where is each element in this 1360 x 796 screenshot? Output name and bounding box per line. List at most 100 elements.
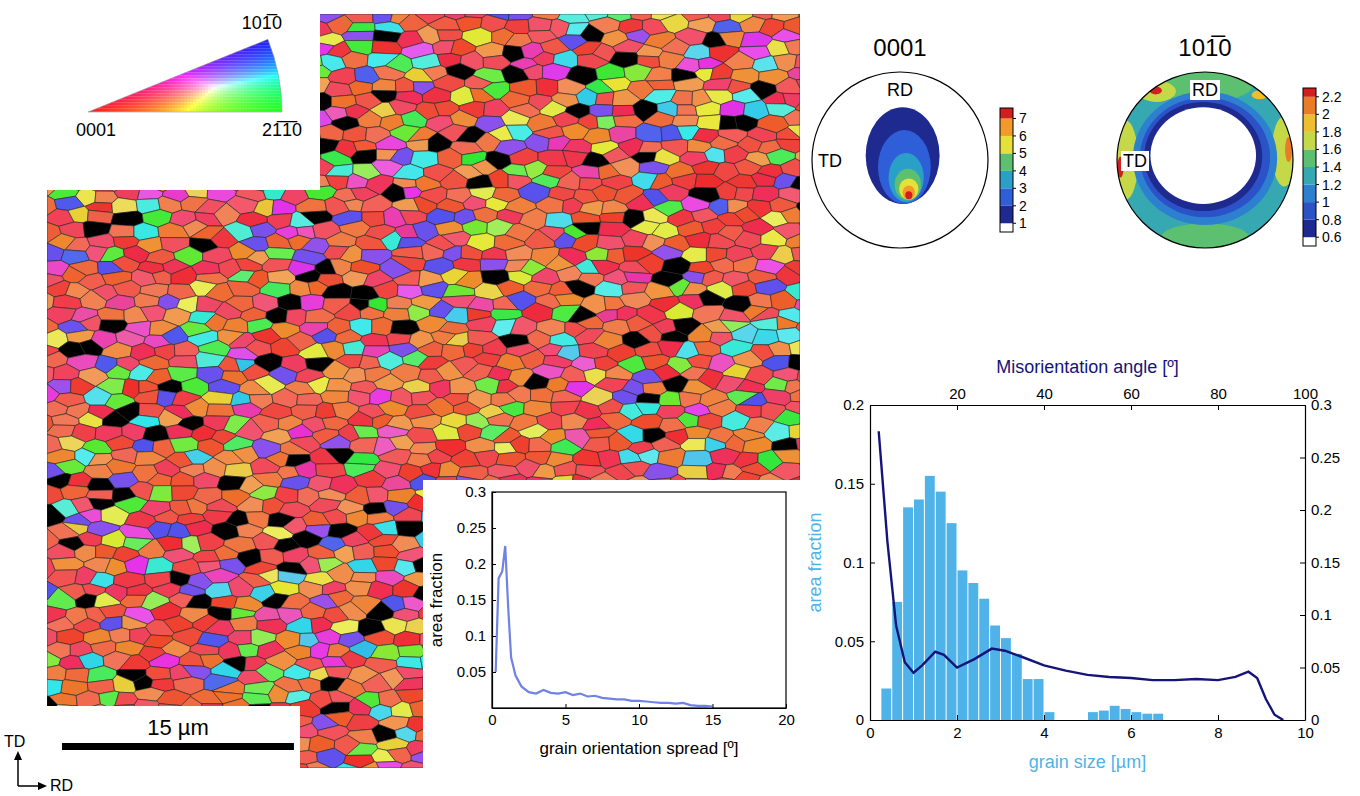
grain [773, 450, 800, 464]
grain [75, 594, 97, 609]
grain [251, 90, 285, 104]
grain [387, 296, 412, 309]
grain [712, 20, 742, 34]
grain [228, 576, 254, 597]
grain [636, 123, 662, 142]
grain [290, 280, 311, 297]
grain [258, 569, 279, 584]
grain [525, 230, 556, 250]
grain [357, 110, 382, 128]
grain [694, 342, 721, 357]
grain [229, 90, 256, 104]
grain [228, 71, 254, 92]
grain [326, 379, 352, 392]
grain [393, 631, 420, 646]
grain [206, 404, 235, 416]
grain [109, 225, 134, 238]
grain [254, 606, 280, 621]
grain [381, 475, 411, 490]
grain [187, 499, 208, 515]
grain [398, 645, 426, 658]
grain [348, 411, 373, 427]
grain [672, 115, 699, 126]
grain [361, 673, 392, 692]
grain [417, 25, 441, 45]
grain [327, 563, 355, 584]
grain [325, 164, 353, 176]
grain [360, 333, 389, 346]
grain [111, 211, 144, 226]
grain [353, 425, 379, 438]
grain [51, 414, 79, 426]
grain [638, 325, 662, 343]
grain [268, 685, 289, 703]
grain [47, 544, 75, 560]
grain [751, 173, 776, 187]
grain [119, 655, 150, 670]
grain [169, 356, 198, 369]
grain [326, 232, 357, 247]
grain [270, 581, 299, 596]
grain [488, 170, 508, 188]
grain [65, 237, 90, 251]
grain [138, 539, 166, 559]
grain [440, 170, 468, 190]
figure: 101̅0000121̅1̅015 µmTDRD051015200.050.10… [0, 0, 1360, 796]
grain [579, 343, 609, 359]
grain [345, 453, 380, 465]
grain [134, 390, 159, 404]
grain [528, 17, 552, 31]
grain [250, 458, 280, 474]
grain [80, 315, 102, 331]
grain [645, 67, 672, 81]
grain [529, 437, 552, 452]
grain [789, 424, 800, 439]
grain [278, 294, 302, 310]
grain [297, 393, 324, 405]
grain [391, 256, 426, 271]
grain [378, 401, 409, 417]
grain [554, 461, 577, 476]
grain [374, 545, 400, 558]
grain [372, 317, 393, 335]
grain [432, 424, 460, 441]
grain [796, 438, 800, 450]
grain [708, 234, 736, 249]
grain [393, 677, 423, 690]
grain [149, 486, 172, 503]
grain [687, 355, 712, 370]
grain [536, 78, 558, 97]
grain [697, 115, 721, 131]
grain [389, 435, 414, 450]
grain [602, 200, 629, 214]
grain [647, 80, 675, 90]
grain [186, 594, 212, 609]
grain [436, 361, 463, 381]
grain [685, 426, 711, 438]
grain [427, 449, 451, 464]
grain [349, 438, 377, 454]
grain [710, 63, 733, 80]
grain [211, 91, 233, 107]
grain [788, 125, 800, 138]
grain [194, 473, 221, 489]
grain [103, 410, 130, 427]
grain [373, 30, 402, 42]
grain [237, 497, 264, 513]
grain [252, 472, 283, 487]
grain [97, 307, 124, 320]
grain [272, 200, 296, 215]
grain [795, 54, 800, 67]
grain [351, 150, 377, 164]
grain [339, 602, 367, 622]
grain [106, 365, 131, 379]
grain [481, 247, 507, 259]
grain [762, 92, 786, 104]
grain [202, 79, 234, 93]
grain [572, 222, 600, 235]
grain [349, 698, 371, 715]
grain [466, 317, 496, 332]
grain [99, 604, 127, 618]
grain [342, 51, 369, 68]
grain [480, 259, 508, 271]
